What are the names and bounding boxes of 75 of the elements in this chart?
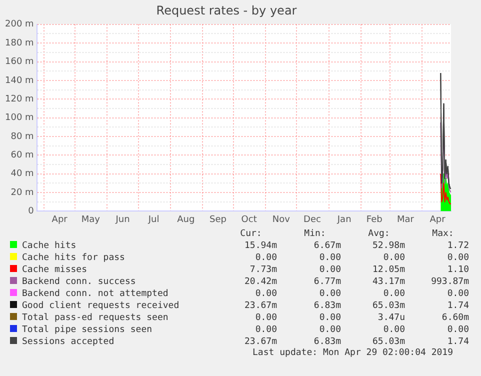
text: 15.94m — [243, 240, 278, 252]
text: 0.00 — [382, 324, 406, 336]
text: 23.67m — [243, 300, 278, 312]
text: 6.83m — [312, 300, 342, 312]
text: 65.03m — [371, 336, 406, 348]
legend-label: Sessions accepted — [21, 336, 116, 348]
text: 0.00 — [318, 288, 342, 300]
y-tick-label: 80 m — [10, 132, 34, 142]
text: 1.74 — [446, 300, 470, 312]
text: 6.67m — [312, 240, 342, 252]
y-tick-label: 140 m — [4, 76, 34, 86]
text: 43.17m — [371, 276, 406, 288]
text: 0.00 — [382, 288, 406, 300]
text: Cur: — [239, 228, 263, 240]
text: 6.83m — [312, 336, 342, 348]
legend-label: Backend conn. success — [21, 276, 137, 288]
text: 0.00 — [318, 264, 342, 276]
x-tick-label: May — [81, 214, 101, 225]
text: 12.05m — [371, 264, 406, 276]
text: 0.00 — [318, 312, 342, 324]
x-tick-label: Jan — [336, 214, 352, 225]
text: 0.00 — [254, 324, 278, 336]
legend-label: Backend conn. not attempted — [21, 288, 170, 300]
text: 0.00 — [446, 252, 470, 264]
x-tick-label: Feb — [366, 214, 383, 225]
y-tick-label: 60 m — [10, 150, 34, 161]
text: 52.98m — [371, 240, 406, 252]
y-tick-label: 20 m — [10, 188, 34, 198]
x-tick-label: Apr — [52, 214, 68, 225]
text: 0.00 — [318, 252, 342, 264]
text: 6.60m — [440, 312, 470, 324]
text: 0.00 — [254, 252, 278, 264]
text: Last update: Mon Apr 29 02:00:04 2019 — [252, 348, 454, 358]
y-tick-label: 180 m — [4, 38, 34, 48]
text: 23.67m — [243, 336, 278, 348]
x-tick-label: Apr — [430, 214, 446, 225]
x-tick-label: Nov — [272, 214, 291, 225]
text: Min: — [303, 228, 327, 240]
text: 7.73m — [248, 264, 278, 276]
legend-label: Cache hits for pass — [21, 252, 126, 264]
y-tick-label: 0 — [28, 206, 34, 217]
x-tick-label: Aug — [177, 214, 195, 225]
y-tick-label: 100 m — [4, 113, 34, 124]
legend-label: Total pass-ed requests seen — [21, 312, 170, 324]
y-tick-label: 200 m — [4, 20, 34, 30]
text: 0.00 — [446, 288, 470, 300]
text: 993.87m — [430, 276, 470, 288]
text: 1.72 — [446, 240, 470, 252]
text: 0.00 — [382, 252, 406, 264]
legend-label: Cache misses — [21, 264, 88, 276]
text: 1.74 — [446, 336, 470, 348]
legend-label: Total pipe sessions seen — [21, 324, 154, 336]
text: 0.00 — [254, 288, 278, 300]
text: 0.00 — [446, 324, 470, 336]
x-tick-label: Oct — [241, 214, 258, 225]
x-tick-label: Mar — [396, 214, 414, 225]
text: 65.03m — [371, 300, 406, 312]
text: 0.00 — [254, 312, 278, 324]
x-tick-label: Sep — [210, 214, 227, 225]
text: 3.47u — [376, 312, 406, 324]
text: 6.77m — [312, 276, 342, 288]
y-tick-label: 40 m — [10, 169, 34, 180]
y-tick-label: 120 m — [4, 94, 34, 104]
text: 20.42m — [243, 276, 278, 288]
text: 0.00 — [318, 324, 342, 336]
legend-label: Good client requests received — [21, 300, 180, 312]
x-tick-label: Dec — [304, 214, 321, 225]
text: Avg: — [367, 228, 391, 240]
text: 1.10 — [446, 264, 470, 276]
x-tick-label: Jun — [114, 214, 130, 225]
y-tick-label: 160 m — [4, 57, 34, 68]
chart-title: Request rates - by year — [156, 3, 297, 18]
legend-label: Cache hits — [21, 240, 78, 252]
x-tick-label: Jul — [147, 214, 160, 225]
text: Max: — [431, 228, 455, 240]
